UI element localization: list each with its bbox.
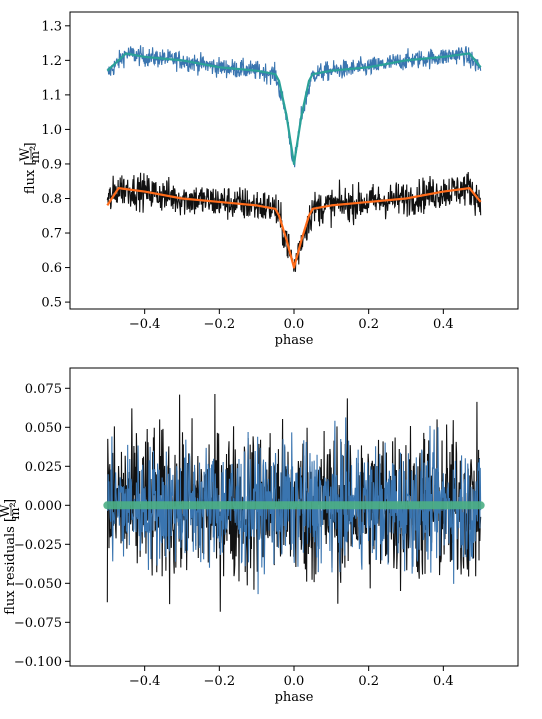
y-tick-label: 1.2	[41, 54, 62, 69]
y-tick-label: 0.5	[41, 296, 62, 311]
y-tick-label: −0.025	[14, 538, 62, 553]
plot-area	[103, 394, 485, 612]
y-tick-label: 0.000	[25, 499, 62, 514]
y-axis-unit-denominator: m²	[8, 502, 23, 520]
y-tick-label: 0.8	[41, 192, 62, 207]
y-tick-label: 1.0	[41, 123, 62, 138]
x-tick-label: −0.4	[129, 674, 161, 689]
y-tick-label: 1.3	[41, 19, 62, 34]
y-tick-label: −0.075	[14, 616, 62, 631]
series-2-observations	[106, 171, 482, 272]
series-0-observations	[106, 45, 482, 168]
y-tick-label: −0.050	[14, 577, 62, 592]
y-axis-label-close: ]	[3, 499, 18, 504]
y-tick-label: 0.9	[41, 157, 62, 172]
y-axis-label-close: ]	[23, 142, 38, 147]
y-axis-unit-numerator: W	[0, 504, 13, 518]
plot-area	[106, 45, 482, 272]
x-axis-label: phase	[275, 333, 314, 348]
y-axis-unit-numerator: W	[18, 147, 33, 161]
y-axis-unit-denominator: m²	[28, 146, 43, 164]
x-tick-label: 0.0	[284, 674, 305, 689]
y-tick-label: 0.050	[25, 421, 62, 436]
y-tick-label: 0.025	[25, 460, 62, 475]
y-axis-label-text: flux [	[23, 161, 38, 195]
x-axis-label: phase	[275, 690, 314, 705]
y-tick-label: −0.100	[14, 655, 62, 670]
x-tick-label: −0.4	[129, 317, 161, 332]
x-tick-label: 0.2	[358, 317, 379, 332]
x-tick-label: 0.4	[433, 317, 454, 332]
series-1-model	[106, 52, 482, 166]
x-tick-label: 0.0	[284, 317, 305, 332]
y-tick-label: 0.075	[25, 382, 62, 397]
x-tick-label: −0.2	[204, 317, 236, 332]
x-tick-label: 0.4	[433, 674, 454, 689]
y-axis-label: flux [Wm²]	[18, 142, 43, 194]
y-tick-label: 1.1	[41, 88, 62, 103]
y-tick-label: 0.7	[41, 227, 62, 242]
x-tick-label: 0.2	[358, 674, 379, 689]
y-axis-label-text: flux residuals [	[3, 517, 18, 615]
y-tick-label: 0.6	[41, 261, 62, 276]
series-1-residuals	[106, 417, 482, 595]
flux-panel: −0.4 −0.2 0.0 0.2 0.4 0.5 0.6 0.7 0.8 0.9 1.0 1.1 1.…	[18, 11, 519, 348]
y-axis-label: flux residuals [Wm²]	[0, 499, 23, 615]
series-3-model	[106, 187, 482, 269]
residuals-panel: −0.4 −0.2 0.0 0.2 0.4 −0.100 −0.075 −0.050 −0.02…	[0, 367, 519, 705]
x-tick-label: −0.2	[204, 674, 236, 689]
